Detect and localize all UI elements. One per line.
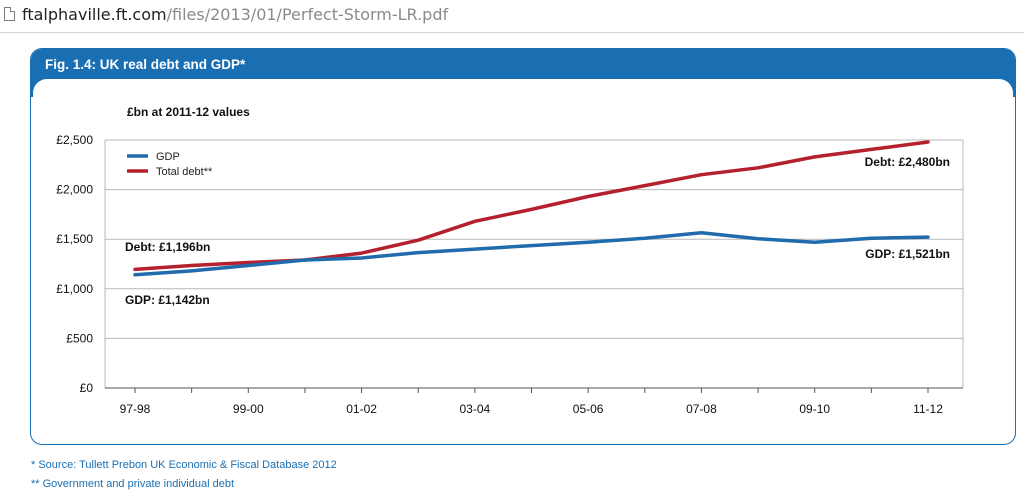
annotation-debt-end: Debt: £2,480bn	[865, 155, 950, 169]
x-tick-label: 97-98	[120, 402, 151, 416]
series-line-total-debt	[133, 140, 930, 272]
url-host: ftalphaville.ft.com	[22, 5, 167, 24]
figure-title: Fig. 1.4: UK real debt and GDP*	[45, 57, 246, 72]
x-tick-label: 09-10	[799, 402, 830, 416]
series-line-gdp	[133, 231, 930, 277]
url-path: /files/2013/01/Perfect-Storm-LR.pdf	[166, 5, 449, 24]
annotation-gdp-end: GDP: £1,521bn	[865, 247, 950, 261]
x-tick-label: 07-08	[686, 402, 717, 416]
y-tick-label: £1,500	[56, 232, 93, 246]
unit-label: £bn at 2011-12 values	[127, 105, 250, 119]
line-chart: £bn at 2011-12 values £0 £500 £1,000 £1,500 £…	[56, 105, 964, 416]
legend-label: GDP	[156, 151, 180, 163]
annotation-gdp-start: GDP: £1,142bn	[125, 293, 210, 307]
x-tick-label: 05-06	[573, 402, 604, 416]
source-footnote: * Source: Tullett Prebon UK Economic & F…	[31, 459, 337, 471]
y-tick-label: £1,000	[56, 282, 93, 296]
y-tick-label: £500	[66, 331, 93, 345]
page-icon	[4, 7, 15, 21]
annotation-debt-start: Debt: £1,196bn	[125, 240, 210, 254]
definition-footnote: ** Government and private individual deb…	[31, 478, 235, 490]
legend-label: Total debt**	[156, 166, 213, 178]
browser-address-bar[interactable]: ftalphaville.ft.com/files/2013/01/Perfec…	[0, 0, 1024, 33]
x-tick-label: 01-02	[346, 402, 377, 416]
x-tick-label: 03-04	[460, 402, 491, 416]
y-tick-label: £2,000	[56, 183, 93, 197]
y-tick-label: £0	[80, 381, 94, 395]
x-tick-label: 99-00	[233, 402, 264, 416]
x-tick-label: 11-12	[913, 402, 943, 416]
y-tick-label: £2,500	[56, 133, 93, 147]
url-text[interactable]: ftalphaville.ft.com/files/2013/01/Perfec…	[22, 5, 448, 24]
